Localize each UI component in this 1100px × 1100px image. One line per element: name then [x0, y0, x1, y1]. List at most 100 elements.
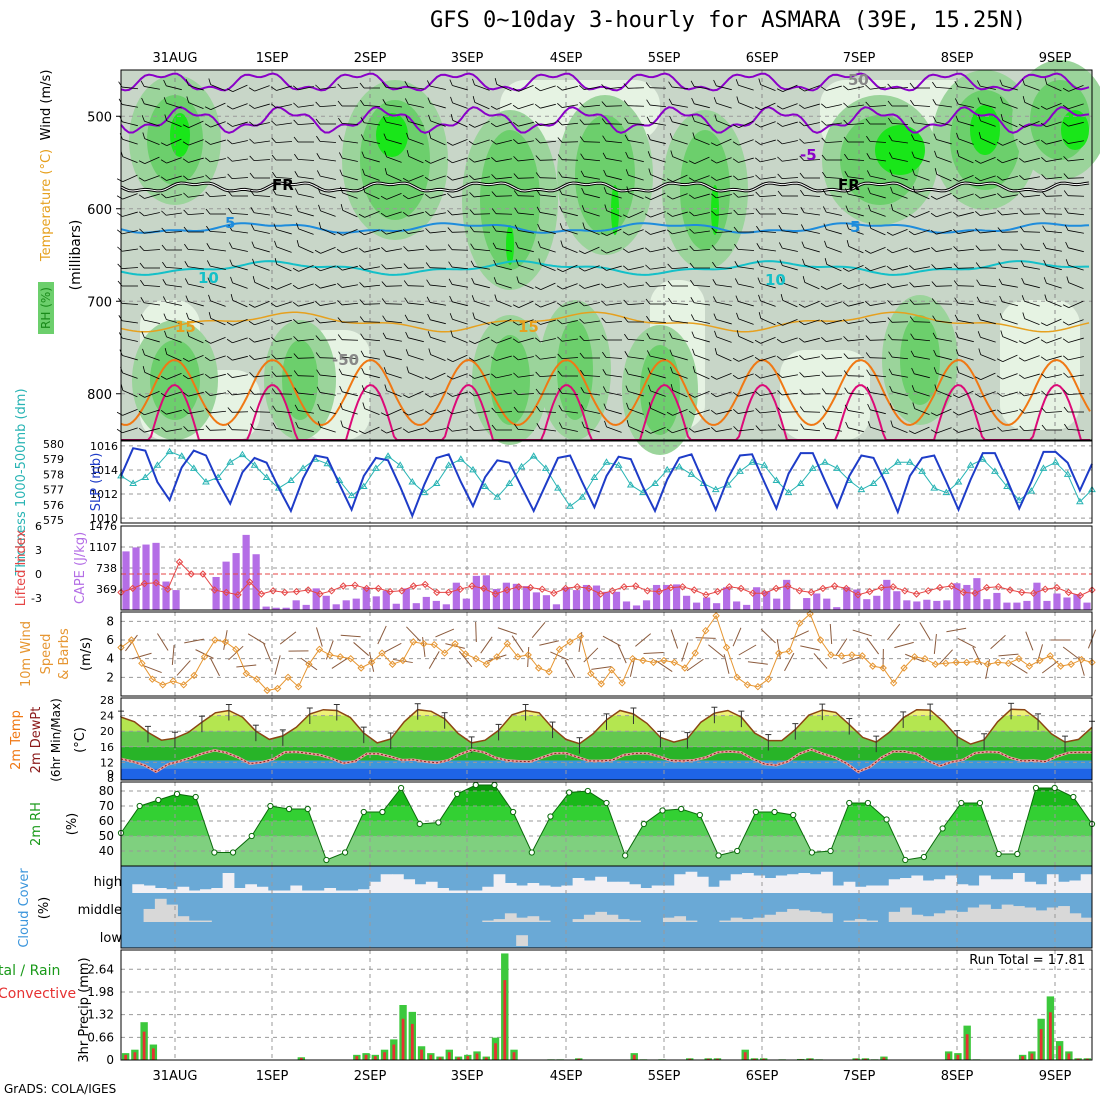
wind-barb — [603, 403, 622, 415]
wind-barb-shaft — [320, 392, 336, 396]
wind-barb-shaft — [188, 84, 204, 91]
wind-barb — [667, 280, 688, 287]
cape-bar — [823, 598, 831, 610]
cloud-cell — [583, 880, 596, 893]
wind-barb-shaft — [166, 373, 182, 380]
wind-barb — [534, 85, 556, 92]
wind-barb-10m-shaft — [511, 635, 524, 653]
wind-barb-shaft — [694, 354, 710, 361]
wind-barb — [294, 171, 314, 180]
wind-barb-flag — [734, 278, 739, 285]
wind-barb-10m-shaft — [643, 651, 664, 655]
wind-barb-shaft — [958, 409, 974, 416]
wind-barb-flag — [270, 319, 277, 325]
wind-barb — [801, 241, 820, 253]
wind-barb-shaft — [694, 391, 710, 398]
wind-barb-shaft — [760, 265, 776, 270]
wind-barb-shaft — [1024, 318, 1040, 325]
wind-barb-shaft — [848, 338, 865, 342]
wind-barb-flag — [1020, 243, 1025, 250]
wind-barb — [799, 355, 820, 360]
wind-barb — [930, 211, 952, 218]
wind-barb-shaft — [672, 248, 688, 252]
wind-barb-shaft — [319, 339, 337, 341]
wind-barb-flag — [160, 392, 167, 398]
wind-barb — [648, 402, 666, 416]
wind-barb — [446, 157, 468, 164]
wind-barb — [1042, 225, 1063, 234]
wind-barb — [535, 138, 557, 144]
wind-barb-flag — [405, 115, 409, 122]
wind-barb-flag — [845, 421, 849, 428]
wind-barb — [249, 389, 271, 395]
wind-barb-shaft — [848, 283, 864, 290]
wind-barb-shaft — [936, 248, 952, 252]
wind-barb — [579, 136, 601, 143]
cloud-cell — [1001, 904, 1014, 922]
wind-barb — [512, 121, 534, 127]
wind-barb-shaft — [650, 192, 666, 201]
wind-barb — [978, 132, 996, 146]
wind-barb — [820, 283, 842, 290]
wind-barb-10m-shaft — [428, 651, 440, 669]
wind-barb-shaft — [694, 193, 710, 199]
wind-barb-shaft — [1024, 194, 1041, 198]
wind-barb — [822, 405, 843, 414]
wind-barb-flag — [491, 390, 497, 396]
wind-barb — [756, 260, 776, 270]
temp-axis-label-3: (6hr Min/Max) — [49, 698, 63, 782]
day-label-bottom: 7SEP — [843, 1069, 876, 1084]
wind-barb-flag — [160, 159, 167, 164]
wind-barb — [821, 354, 843, 360]
wind-barb — [182, 355, 204, 362]
wind-barb — [315, 101, 337, 108]
wind-barb — [1044, 294, 1062, 307]
wind-barb — [667, 246, 688, 252]
wind-barb — [204, 373, 226, 379]
wind-barb — [711, 210, 732, 216]
wind-barb — [843, 136, 864, 143]
wind-speed-point — [200, 653, 209, 661]
wind-barb-shaft — [232, 158, 248, 162]
wind-barb — [670, 384, 688, 398]
wind-barb-shaft — [232, 337, 248, 344]
lifted-point — [1053, 583, 1061, 592]
wind-barb — [976, 80, 996, 90]
wind-barb — [646, 116, 666, 126]
rh-point — [584, 787, 591, 795]
wind-barb-flag — [558, 188, 563, 195]
cape-bar — [993, 592, 1001, 610]
wind-speed-point — [294, 682, 303, 691]
wind-barb-flag — [1040, 356, 1047, 361]
wind-barb — [118, 315, 138, 324]
wind-barb — [776, 84, 798, 93]
wind-barb — [316, 170, 336, 180]
wind-barb — [864, 247, 886, 254]
wind-barb-shaft — [407, 285, 425, 287]
wind-barb-flag — [645, 82, 651, 88]
wind-barb-shaft — [474, 300, 490, 307]
precip-convective-bar — [854, 1058, 858, 1060]
wind-speed-point — [597, 680, 605, 688]
wind-barb-shaft — [650, 156, 666, 163]
wind-barb — [1041, 390, 1062, 396]
wind-barb-shaft — [496, 176, 513, 180]
wind-barb — [338, 351, 359, 360]
wind-barb-flag — [953, 280, 959, 286]
wind-barb-shaft — [1046, 139, 1062, 145]
wind-barb-flag — [909, 82, 915, 89]
cloud-cell — [922, 880, 935, 893]
wind-barb — [666, 211, 688, 217]
wind-barb — [645, 281, 667, 288]
wind-speed-point — [691, 649, 699, 657]
wind-barb — [162, 279, 182, 288]
wind-barb-flag — [468, 140, 475, 146]
thickness-point — [1015, 496, 1024, 503]
wind-barb-flag — [734, 243, 739, 250]
wind-barb — [116, 427, 138, 434]
wind-barb-flag — [755, 425, 761, 431]
wind-barb-shaft — [980, 212, 996, 216]
wind-barb — [780, 294, 798, 308]
wind-barb-shaft — [518, 264, 534, 271]
wind-barb-flag — [183, 426, 189, 432]
